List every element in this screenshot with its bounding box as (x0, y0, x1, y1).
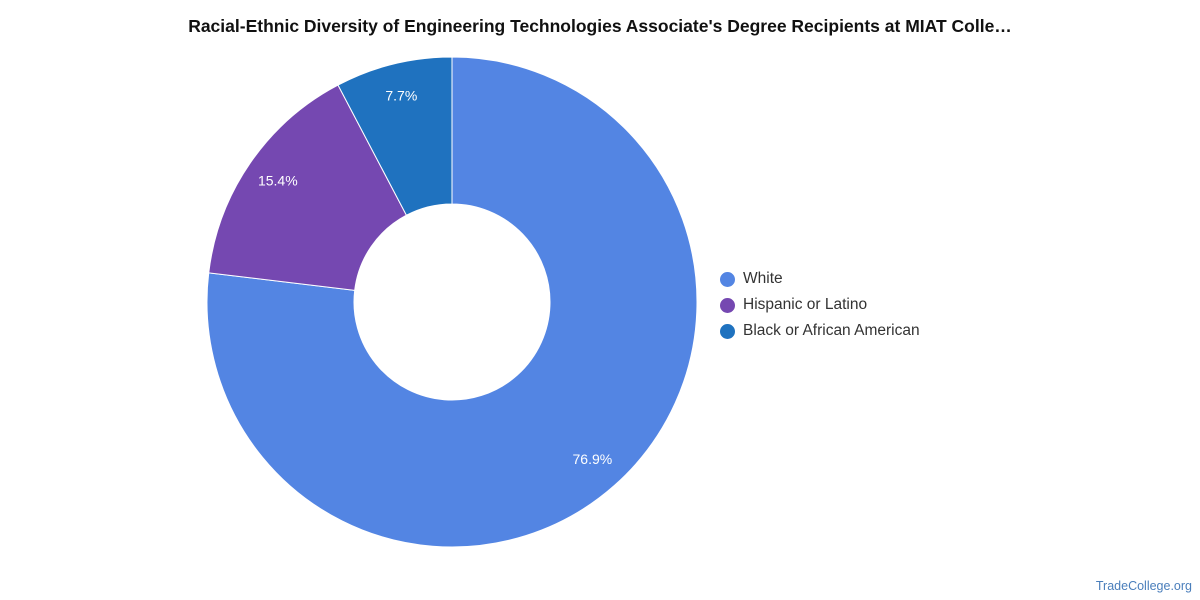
legend-swatch-black-or-african-american (720, 323, 735, 339)
chart-legend: White Hispanic or Latino Black or African … (720, 266, 920, 344)
slice-label-black-or-african-american: 7.7% (385, 87, 417, 103)
slice-label-white: 76.9% (573, 451, 613, 467)
legend-label-black-or-african-american: Black or African American (743, 322, 920, 339)
legend-swatch-white (720, 271, 735, 287)
donut-slice-white[interactable] (206, 56, 698, 548)
legend-label-hispanic-or-latino: Hispanic or Latino (743, 296, 868, 313)
donut-slice-black-or-african-american[interactable] (337, 56, 453, 216)
legend-item-hispanic-or-latino[interactable]: Hispanic or Latino (720, 292, 920, 318)
chart-title: Racial-Ethnic Diversity of Engineering T… (188, 16, 1012, 36)
legend-item-white[interactable]: White (720, 266, 920, 292)
legend-swatch-hispanic-or-latino (720, 297, 735, 313)
donut-slices (206, 56, 698, 548)
slice-label-hispanic-or-latino: 15.4% (258, 173, 298, 189)
donut-slice-labels: 76.9% 15.4% 7.7% (258, 87, 612, 467)
donut-slice-hispanic-or-latino[interactable] (208, 84, 408, 291)
legend-label-white: White (743, 270, 783, 287)
legend-item-black-or-african-american[interactable]: Black or African American (720, 318, 920, 344)
watermark-link[interactable]: TradeCollege.org (1095, 579, 1192, 593)
